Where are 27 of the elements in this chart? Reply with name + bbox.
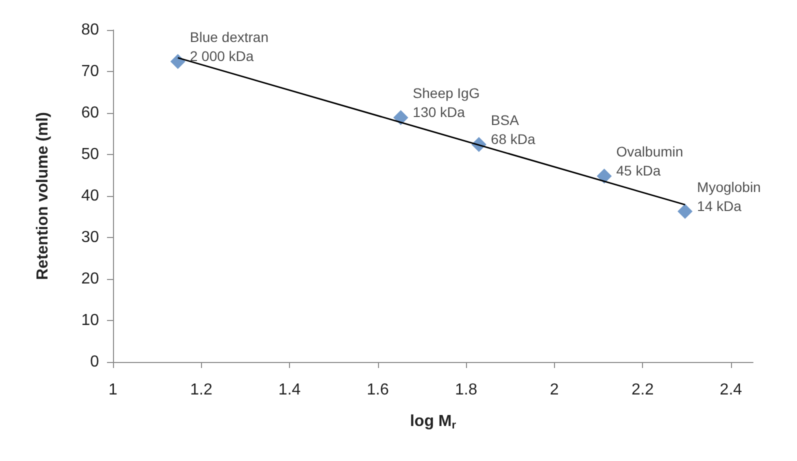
x-tick-label: 2 (550, 382, 559, 398)
annotation: Ovalbumin 45 kDa (616, 144, 684, 179)
point (678, 204, 693, 219)
y-tick-label: 10 (81, 312, 100, 329)
y-tick-label: 50 (81, 146, 100, 163)
y-tick-label: 70 (81, 63, 100, 80)
annotation: Myoglobin 14 kDa (697, 178, 761, 214)
annotation: BSA 68 kDa (490, 112, 536, 148)
point (596, 168, 612, 184)
x-tick-label: 1.2 (190, 382, 212, 398)
y-tick-label: 0 (90, 354, 100, 370)
x-tick-label: 1.6 (366, 382, 390, 398)
annotation: Sheep IgG 130 kDa (412, 85, 480, 120)
annotation: Blue dextran 2 000 kDa (190, 29, 268, 64)
point (170, 54, 186, 70)
y-tick-label: 80 (81, 22, 100, 38)
x-tick-label: 2.4 (720, 382, 742, 398)
y-tick-label: 20 (81, 270, 100, 288)
y-axis-title: Retention volume (ml) (34, 112, 52, 280)
y-tick-label: 30 (81, 229, 100, 246)
y-tick-label: 60 (81, 104, 100, 122)
y-tick-label: 40 (81, 188, 100, 204)
x-tick-label: 2.2 (632, 382, 654, 398)
x-tick-label: 1.4 (278, 382, 301, 398)
x-tick-label: 1.8 (454, 382, 478, 398)
point (393, 110, 408, 126)
x-tick-label: 1 (108, 382, 118, 398)
